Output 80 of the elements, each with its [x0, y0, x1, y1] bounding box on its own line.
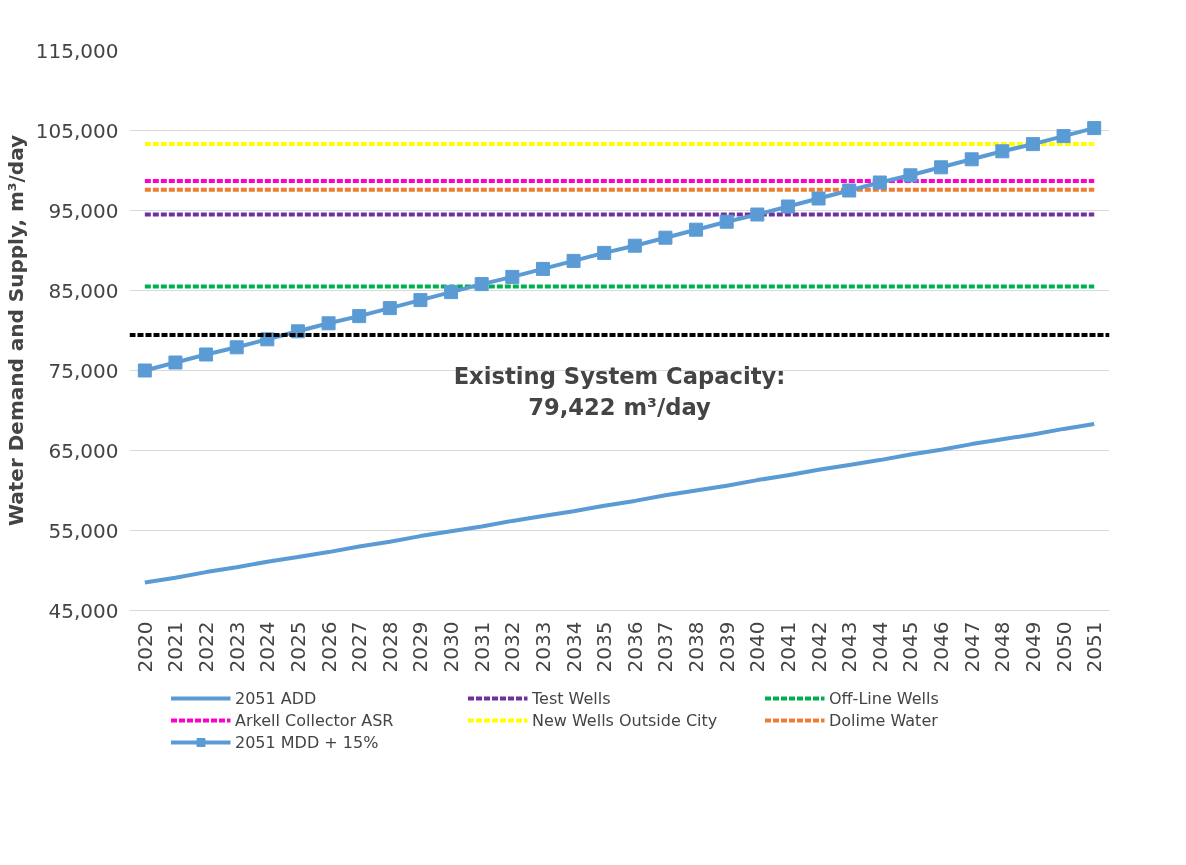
x-tick-label: 2026	[316, 621, 341, 673]
x-tick-label: 2049	[1020, 621, 1045, 673]
legend-label: Off-Line Wells	[829, 688, 940, 708]
x-tick-label: 2042	[806, 621, 831, 673]
y-tick-label: 65,000	[48, 438, 119, 463]
point	[505, 269, 520, 284]
point	[964, 152, 979, 167]
y-tick-label: 55,000	[48, 518, 119, 543]
x-tick-label: 2031	[469, 621, 494, 673]
y-tick-label: 45,000	[48, 598, 119, 623]
legend-label: New Wells Outside City	[532, 710, 719, 730]
x-tick-label: 2025	[285, 621, 310, 673]
point	[903, 168, 918, 183]
point	[658, 230, 673, 245]
point	[535, 261, 550, 276]
point	[750, 207, 765, 222]
x-tick-label: 2028	[377, 621, 402, 673]
point	[1087, 121, 1102, 136]
ref-line-label: Existing System Capacity: 79,422 m³/day	[453, 363, 786, 421]
y-axis-title: Water Demand and Supply, m³/day	[3, 134, 28, 527]
x-tick-label: 2040	[745, 621, 770, 673]
x-tick-label: 2023	[224, 621, 249, 673]
point	[597, 245, 612, 260]
x-tick-label: 2043	[837, 621, 862, 673]
point	[811, 191, 826, 206]
x-tick-label: 2048	[990, 621, 1015, 673]
point	[719, 214, 734, 229]
y-tick-label: 85,000	[48, 278, 119, 303]
point	[444, 285, 459, 300]
line-series	[142, 422, 1097, 585]
point	[137, 363, 152, 378]
y-tick-label: 115,000	[35, 38, 119, 63]
legend-label: Test Wells	[532, 688, 612, 708]
x-tick-label: 2038	[684, 621, 709, 673]
point	[474, 277, 489, 292]
legend-label: 2051 ADD	[235, 688, 318, 708]
point	[872, 175, 887, 190]
point	[934, 160, 949, 175]
x-tick-label: 2035	[592, 621, 617, 673]
x-tick-label: 2050	[1051, 621, 1076, 673]
point	[1056, 129, 1071, 144]
point	[352, 309, 367, 324]
point	[413, 293, 428, 308]
legend-label: Dolime Water	[829, 710, 939, 730]
y-tick-label: 105,000	[35, 118, 119, 143]
x-tick-label: 2041	[775, 621, 800, 673]
x-tick-label: 2045	[898, 621, 923, 673]
x-tick-label: 2047	[959, 621, 984, 673]
y-tick-label: 95,000	[48, 198, 119, 223]
point	[1025, 137, 1040, 152]
legend-label: 2051 MDD + 15%	[235, 732, 380, 752]
point	[995, 144, 1010, 159]
point	[199, 347, 214, 362]
point	[627, 238, 642, 253]
x-tick-label: 2032	[500, 621, 525, 673]
point	[566, 253, 581, 268]
point	[780, 199, 795, 214]
x-tick-label: 2021	[163, 621, 188, 673]
x-tick-label: 2044	[867, 621, 892, 673]
point	[382, 301, 397, 316]
x-tick-label: 2024	[255, 621, 280, 673]
x-tick-label: 2039	[714, 621, 739, 673]
point	[321, 316, 336, 331]
x-tick-label: 2037	[653, 621, 678, 673]
legend-label: Arkell Collector ASR	[235, 710, 395, 730]
x-tick-label: 2036	[622, 621, 647, 673]
y-tick-label: 75,000	[48, 358, 119, 383]
x-tick-label: 2046	[929, 621, 954, 673]
x-tick-label: 2051	[1082, 621, 1107, 673]
x-tick-label: 2034	[561, 621, 586, 673]
x-tick-label: 2022	[194, 621, 219, 673]
x-tick-label: 2027	[347, 621, 372, 673]
x-tick-label: 2030	[439, 621, 464, 673]
point	[689, 222, 704, 237]
x-tick-label: 2020	[132, 621, 157, 673]
point	[229, 340, 244, 355]
point	[842, 183, 857, 198]
x-tick-label: 2033	[530, 621, 555, 673]
x-tick-label: 2029	[408, 621, 433, 673]
point	[168, 355, 183, 370]
